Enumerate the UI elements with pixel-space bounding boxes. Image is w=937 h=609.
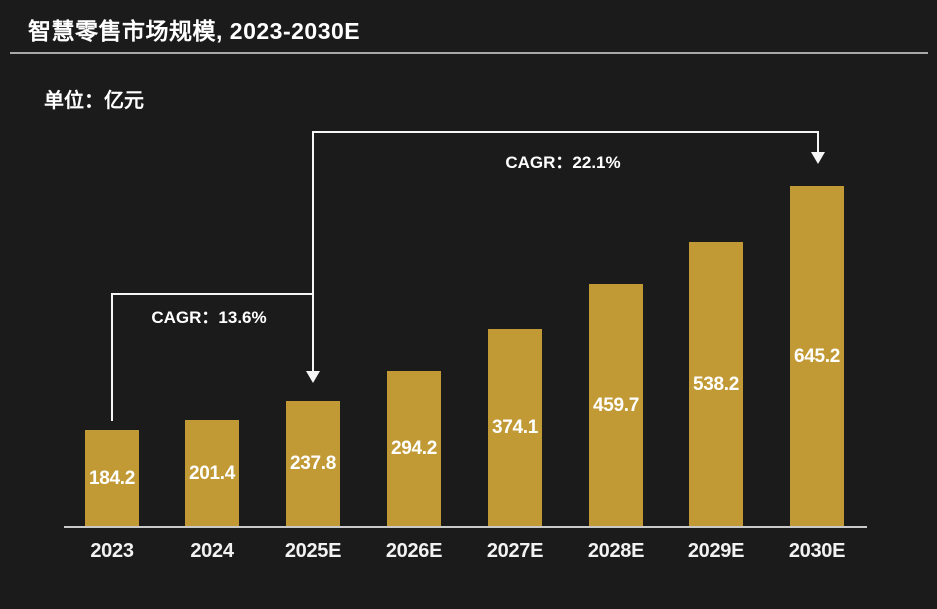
cagr1-bracket-vertical-line — [111, 293, 113, 421]
cagr2-label: CAGR：22.1% — [505, 153, 621, 172]
arrow-down-icon — [811, 152, 825, 164]
bar-value-label: 459.7 — [592, 394, 640, 416]
cagr2-bracket-horizontal-line — [312, 131, 819, 133]
bar-value-label: 538.2 — [692, 373, 740, 395]
x-tick-label: 2023 — [90, 540, 134, 562]
cagr1-label: CAGR：13.6% — [151, 308, 267, 327]
x-tick-label: 2026E — [385, 540, 443, 562]
bar-value-label: 374.1 — [491, 417, 539, 438]
cagr1-bracket-horizontal-line — [111, 293, 314, 295]
bar-value-label: 201.4 — [188, 462, 236, 484]
bar-value-label: 184.2 — [88, 467, 136, 489]
arrow-down-icon — [306, 371, 320, 383]
page-title: 智慧零售市场规模, 2023-2030E — [28, 18, 361, 44]
cagr2-arrow-vertical-line — [817, 131, 819, 153]
bar-value-label: 294.2 — [390, 438, 438, 459]
bar-2023: 184.2 — [85, 430, 139, 527]
x-tick-label: 2025E — [284, 540, 342, 562]
x-tick-label: 2024 — [190, 540, 234, 562]
x-tick-label: 2028E — [587, 540, 645, 562]
unit-label: 单位：亿元 — [44, 90, 144, 112]
title-divider — [10, 52, 928, 54]
x-axis-line — [64, 526, 867, 528]
bar-2027E: 374.1 — [488, 329, 542, 527]
x-tick-label: 2030E — [788, 540, 846, 562]
bar-2024: 201.4 — [185, 420, 239, 527]
bar-2028E: 459.7 — [589, 284, 643, 527]
x-tick-label: 2027E — [486, 540, 544, 562]
bar-2026E: 294.2 — [387, 371, 441, 527]
bar-value-label: 237.8 — [289, 453, 337, 474]
bar-2025E: 237.8 — [286, 401, 340, 527]
x-tick-label: 2029E — [687, 540, 745, 562]
cagr2-bracket-vertical-line — [312, 131, 314, 371]
bar-2030E: 645.2 — [790, 186, 844, 527]
bar-value-label: 645.2 — [793, 345, 841, 367]
bar-2029E: 538.2 — [689, 242, 743, 527]
